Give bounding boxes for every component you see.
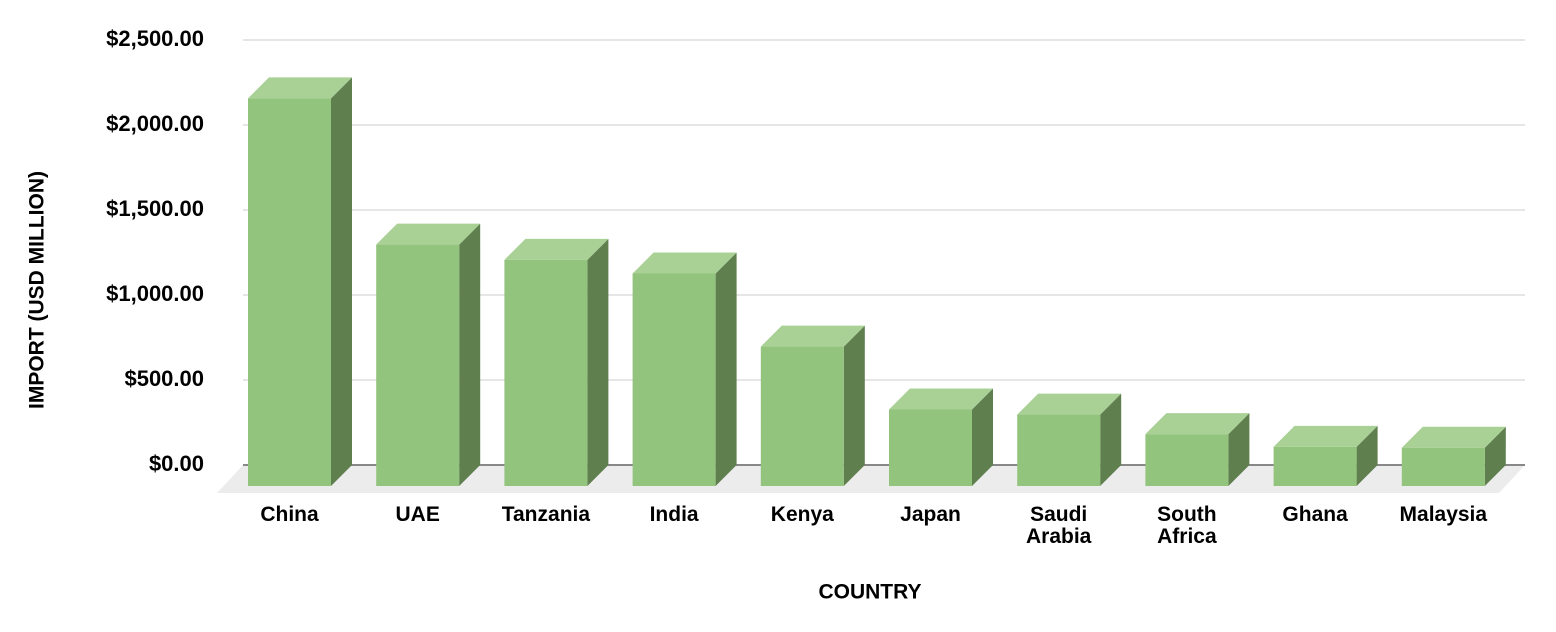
bar xyxy=(632,273,716,486)
bar-top xyxy=(889,388,993,410)
bar-top xyxy=(504,238,609,260)
y-tick-label: $0.00 xyxy=(149,451,204,476)
bar-side xyxy=(459,223,481,486)
bar-top xyxy=(376,223,481,245)
y-tick-label: $2,000.00 xyxy=(106,111,204,136)
y-tick-label: $1,500.00 xyxy=(106,196,204,221)
bar-side xyxy=(972,388,993,486)
bar-side xyxy=(1484,426,1506,486)
bar xyxy=(1017,414,1101,486)
bar xyxy=(1401,447,1485,486)
bar xyxy=(1273,446,1357,486)
bar xyxy=(1145,434,1229,486)
bar-top xyxy=(632,252,737,274)
bar-side xyxy=(1100,393,1122,486)
bar-side xyxy=(587,238,609,486)
bar-top xyxy=(1273,425,1378,447)
bar xyxy=(376,244,460,486)
x-tick-label: Saudi Arabia xyxy=(1026,503,1092,548)
bar-side xyxy=(1356,425,1378,486)
y-tick-label: $2,500.00 xyxy=(106,26,204,51)
bar-top xyxy=(1017,393,1122,415)
bar xyxy=(760,346,844,486)
bar xyxy=(248,98,331,487)
bar-side xyxy=(1228,413,1250,486)
x-tick-label: Kenya xyxy=(770,503,834,526)
y-tick-label: $1,000.00 xyxy=(106,281,204,306)
x-tick-label: South Africa xyxy=(1157,503,1217,548)
x-tick-label: Japan xyxy=(900,503,961,526)
x-tick-label: India xyxy=(649,503,699,526)
x-tick-label: Ghana xyxy=(1282,503,1348,526)
x-tick-label: Malaysia xyxy=(1399,503,1488,526)
x-tick-label: UAE xyxy=(395,503,440,526)
x-axis-title: COUNTRY xyxy=(818,581,921,604)
x-tick-label: China xyxy=(260,503,319,526)
y-axis-title: IMPORT (USD MILLION) xyxy=(26,171,49,409)
bar-top xyxy=(1401,426,1506,448)
bar-top xyxy=(1145,413,1250,435)
bar-side xyxy=(843,325,865,486)
bar xyxy=(504,259,588,486)
y-tick-label: $500.00 xyxy=(124,366,204,391)
bar-top xyxy=(760,325,865,347)
x-tick-label: Tanzania xyxy=(501,503,591,526)
bar-side xyxy=(331,77,352,487)
bar-side xyxy=(715,252,737,486)
bar xyxy=(889,409,972,486)
bar-top xyxy=(248,77,352,99)
